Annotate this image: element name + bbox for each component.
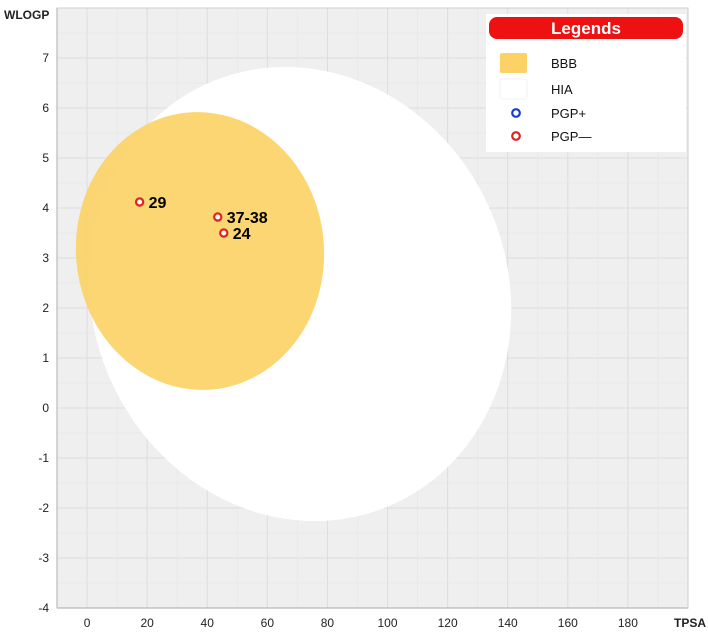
region-bbb [75,112,325,390]
y-tick-label: 0 [42,401,49,415]
data-point [213,212,223,222]
legend-marker [511,108,521,118]
x-tick-label: 140 [498,616,518,630]
plot-border [56,7,689,609]
legend-title: Legends [551,19,621,38]
y-tick-label: 4 [42,201,49,215]
legend-swatch [500,53,527,73]
legend-item-label: BBB [551,56,577,71]
y-tick-label: 3 [42,251,49,265]
x-axis-title: TPSA [674,616,706,630]
data-point [219,228,229,238]
legend-item-label: PGP— [551,129,591,144]
x-tick-label: 80 [321,616,335,630]
point-label: 29 [149,195,167,212]
point-label: 24 [233,226,251,243]
data-point [134,197,145,207]
y-tick-label: 6 [42,101,49,115]
y-tick-label: -3 [38,551,49,565]
x-tick-label: 100 [378,616,398,630]
regions [75,66,512,522]
y-axis-title: WLOGP [4,8,49,22]
axes [56,7,689,609]
legend-item-label: HIA [551,82,573,97]
x-tick-label: 180 [618,616,638,630]
y-tick-label: 5 [42,151,49,165]
legend-item-label: PGP+ [551,106,586,121]
y-tick-label: -2 [38,501,49,515]
x-tick-label: 0 [84,616,91,630]
y-tick-label: -1 [38,451,49,465]
x-tick-label: 20 [140,616,154,630]
legend-header [489,17,683,39]
x-tick-label: 160 [558,616,578,630]
y-tick-label: 2 [42,301,49,315]
y-tick-label: -4 [38,601,49,615]
point-label: 37-38 [227,210,268,227]
y-tick-label: 7 [42,51,49,65]
x-tick-label: 120 [438,616,458,630]
legend-swatch [499,78,528,100]
x-tick-label: 40 [201,616,215,630]
x-tick-label: 60 [261,616,275,630]
y-tick-label: 1 [42,351,49,365]
legend: Legends BBB HIA PGP+ PGP— [486,14,686,152]
legend-marker [511,131,521,141]
tick-labels: 0 20 40 60 80 100 120 140 160 180 -4 -3 -2 -1 0 1 2 3 4 5 6 7 [38,51,638,630]
